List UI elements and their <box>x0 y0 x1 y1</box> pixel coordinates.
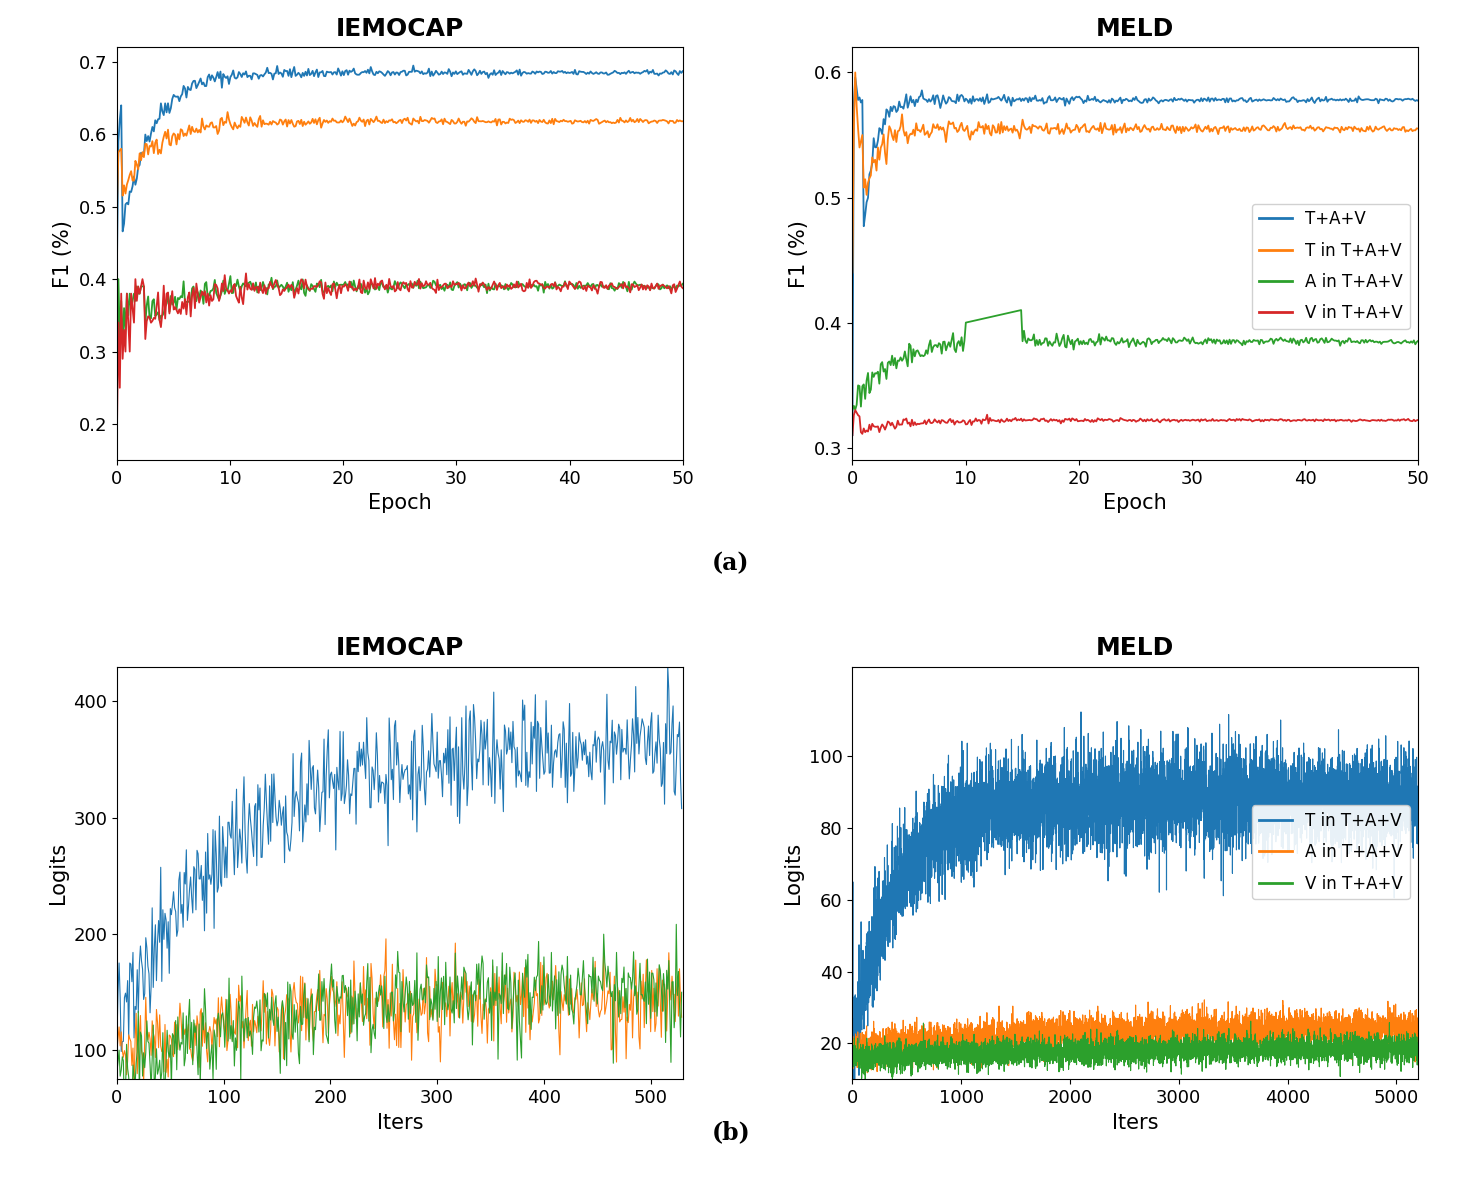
Text: (b): (b) <box>712 1121 750 1144</box>
Legend: T in T+A+V, A in T+A+V, V in T+A+V: T in T+A+V, A in T+A+V, V in T+A+V <box>1251 805 1409 899</box>
Title: IEMOCAP: IEMOCAP <box>336 18 463 42</box>
Y-axis label: F1 (%): F1 (%) <box>788 219 808 288</box>
X-axis label: Epoch: Epoch <box>368 493 431 514</box>
X-axis label: Epoch: Epoch <box>1104 493 1167 514</box>
Y-axis label: F1 (%): F1 (%) <box>53 219 73 288</box>
Title: IEMOCAP: IEMOCAP <box>336 637 463 661</box>
Title: MELD: MELD <box>1096 18 1174 42</box>
Legend: T+A+V, T in T+A+V, A in T+A+V, V in T+A+V: T+A+V, T in T+A+V, A in T+A+V, V in T+A+… <box>1251 204 1409 329</box>
Text: (a): (a) <box>712 551 750 575</box>
Title: MELD: MELD <box>1096 637 1174 661</box>
Y-axis label: Logits: Logits <box>48 842 67 904</box>
Y-axis label: Logits: Logits <box>784 842 803 904</box>
X-axis label: Iters: Iters <box>377 1112 423 1133</box>
X-axis label: Iters: Iters <box>1113 1112 1158 1133</box>
